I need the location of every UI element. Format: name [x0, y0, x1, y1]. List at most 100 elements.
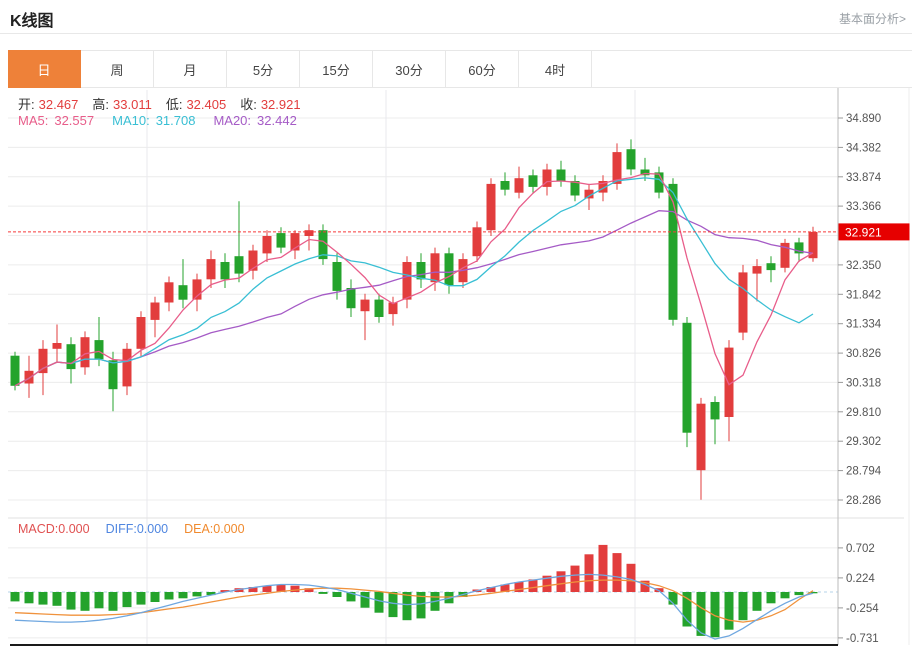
macd-bar [696, 592, 706, 636]
axis-label: 33.874 [846, 172, 882, 184]
candle-body [206, 259, 216, 280]
candle-body [220, 262, 230, 280]
axis-label: 32.350 [846, 260, 881, 272]
macd-bar [122, 592, 132, 608]
macd-bar [514, 582, 524, 592]
ohlc-readout: 开: 32.467 高: 33.011 低: 32.405 收: 32.921 [18, 94, 315, 113]
macd-axis-label: 0.702 [846, 543, 875, 555]
axis-label: 30.826 [846, 348, 881, 360]
candle-body [24, 370, 34, 384]
macd-bar [486, 587, 496, 592]
high-value: 33.011 [113, 97, 152, 112]
candle-body [164, 282, 174, 303]
tab-15min[interactable]: 15分 [300, 51, 373, 87]
axis-label: 31.334 [846, 319, 882, 331]
macd-bar [738, 592, 748, 621]
tab-5min[interactable]: 5分 [227, 51, 300, 87]
candle-body [178, 285, 188, 300]
candle-body [668, 183, 678, 320]
open-label: 开: [18, 97, 35, 112]
candle-body [556, 169, 566, 182]
macd-bar [10, 592, 20, 602]
candle-body [766, 263, 776, 271]
macd-bar [248, 587, 258, 592]
macd-bar [136, 592, 146, 605]
ma5-line [14, 172, 814, 387]
candle-body [794, 242, 804, 254]
candle-body [598, 181, 608, 193]
candle-body [290, 233, 300, 251]
macd-bar [108, 592, 118, 611]
diff-value-readout: DIFF:0.000 [105, 522, 169, 536]
ma-readout: MA5: 32.557 MA10: 31.708 MA20: 32.442 [18, 113, 315, 128]
macd-value-readout: MACD:0.000 [18, 522, 90, 536]
macd-bar [66, 592, 76, 610]
candle-body [192, 279, 202, 300]
fundamental-analysis-link[interactable]: 基本面分析> [838, 12, 906, 26]
candle-body [52, 343, 62, 349]
candle-body [570, 181, 580, 196]
candle-body [122, 348, 132, 387]
macd-bar [52, 592, 62, 606]
macd-axis-label: -0.731 [846, 633, 879, 645]
macd-bar [94, 592, 104, 609]
macd-bar [164, 592, 174, 600]
candle-body [430, 253, 440, 283]
macd-bar [752, 592, 762, 611]
macd-bar [402, 592, 412, 621]
tab-60min[interactable]: 60分 [446, 51, 519, 87]
candle-body [388, 302, 398, 315]
candle-body [780, 242, 790, 268]
tab-month[interactable]: 月 [154, 51, 227, 87]
candle-body [38, 348, 48, 374]
macd-bar [24, 592, 34, 604]
macd-bar [304, 588, 314, 592]
candle-body [304, 230, 314, 236]
candle-body [500, 181, 510, 190]
axis-label: 28.794 [846, 466, 882, 478]
candle-body [444, 253, 454, 286]
candle-body [136, 317, 146, 349]
candle-body [612, 152, 622, 184]
tab-week[interactable]: 周 [81, 51, 154, 87]
macd-bar [150, 592, 160, 602]
macd-bar [80, 592, 90, 611]
dea-line [14, 579, 814, 623]
candle-body [514, 178, 524, 193]
macd-bar [570, 565, 580, 592]
macd-bar [640, 580, 650, 592]
high-label: 高: [92, 97, 110, 112]
candle-body [10, 355, 20, 386]
candle-body [416, 262, 426, 280]
axis-label: 31.842 [846, 289, 881, 301]
candle-body [752, 266, 762, 274]
candle-body [738, 272, 748, 333]
candle-body [486, 183, 496, 231]
macd-bar [318, 592, 328, 594]
macd-bar [388, 592, 398, 618]
macd-axis-label: 0.224 [846, 573, 875, 585]
ma20-line [14, 210, 814, 387]
macd-bar [612, 553, 622, 592]
axis-label: 29.302 [846, 436, 881, 448]
macd-bar [682, 592, 692, 627]
candle-body [150, 302, 160, 320]
macd-bar [262, 585, 272, 592]
macd-bar [192, 592, 202, 597]
tab-4hour[interactable]: 4时 [519, 51, 592, 87]
kline-chart: 34.890 34.382 33.874 33.366 32.350 31.842 31.3… [8, 88, 910, 646]
macd-bar [500, 584, 510, 592]
macd-bar [528, 579, 538, 592]
macd-bar [220, 590, 230, 592]
price-tag [838, 223, 910, 241]
tab-day[interactable]: 日 [8, 50, 81, 88]
candle-body [276, 233, 286, 248]
candle-body [710, 402, 720, 420]
candle-body [94, 340, 104, 360]
macd-bar [584, 554, 594, 592]
dea-value-readout: DEA:0.000 [184, 522, 245, 536]
candle-body [374, 299, 384, 317]
candle-body [66, 344, 76, 370]
tab-30min[interactable]: 30分 [373, 51, 446, 87]
